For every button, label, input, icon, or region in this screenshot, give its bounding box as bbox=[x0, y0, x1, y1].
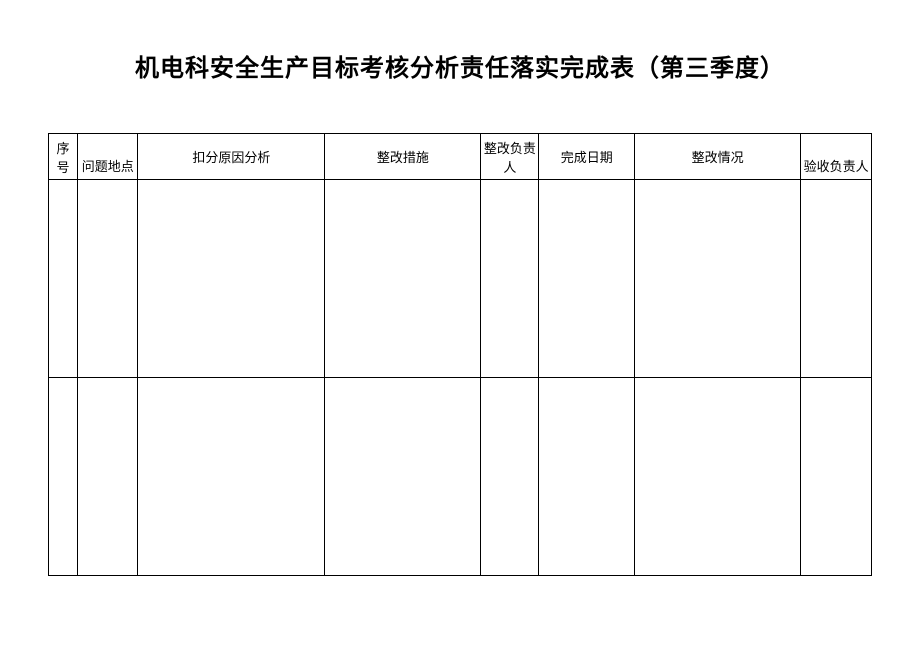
header-status: 整改情况 bbox=[635, 134, 801, 180]
header-person: 整改负责人 bbox=[481, 134, 539, 180]
header-location: 问题地点 bbox=[78, 134, 138, 180]
cell-status bbox=[635, 180, 801, 378]
page-title: 机电科安全生产目标考核分析责任落实完成表（第三季度） bbox=[0, 0, 920, 133]
cell-date bbox=[539, 378, 635, 576]
cell-status bbox=[635, 378, 801, 576]
cell-person bbox=[481, 378, 539, 576]
header-seq: 序号 bbox=[49, 134, 78, 180]
header-acceptor: 验收负责人 bbox=[801, 134, 872, 180]
table-container: 序号 问题地点 扣分原因分析 整改措施 整改负责人 完成日期 整改情况 验收负责… bbox=[0, 133, 920, 576]
cell-location bbox=[78, 180, 138, 378]
table-header-row: 序号 问题地点 扣分原因分析 整改措施 整改负责人 完成日期 整改情况 验收负责… bbox=[49, 134, 872, 180]
table-row bbox=[49, 180, 872, 378]
cell-measure bbox=[325, 378, 481, 576]
table-row bbox=[49, 378, 872, 576]
cell-acceptor bbox=[801, 378, 872, 576]
cell-person bbox=[481, 180, 539, 378]
cell-seq bbox=[49, 180, 78, 378]
cell-date bbox=[539, 180, 635, 378]
cell-reason bbox=[138, 378, 325, 576]
cell-acceptor bbox=[801, 180, 872, 378]
header-reason: 扣分原因分析 bbox=[138, 134, 325, 180]
cell-location bbox=[78, 378, 138, 576]
header-date: 完成日期 bbox=[539, 134, 635, 180]
cell-reason bbox=[138, 180, 325, 378]
assessment-table: 序号 问题地点 扣分原因分析 整改措施 整改负责人 完成日期 整改情况 验收负责… bbox=[48, 133, 872, 576]
cell-seq bbox=[49, 378, 78, 576]
cell-measure bbox=[325, 180, 481, 378]
header-measure: 整改措施 bbox=[325, 134, 481, 180]
